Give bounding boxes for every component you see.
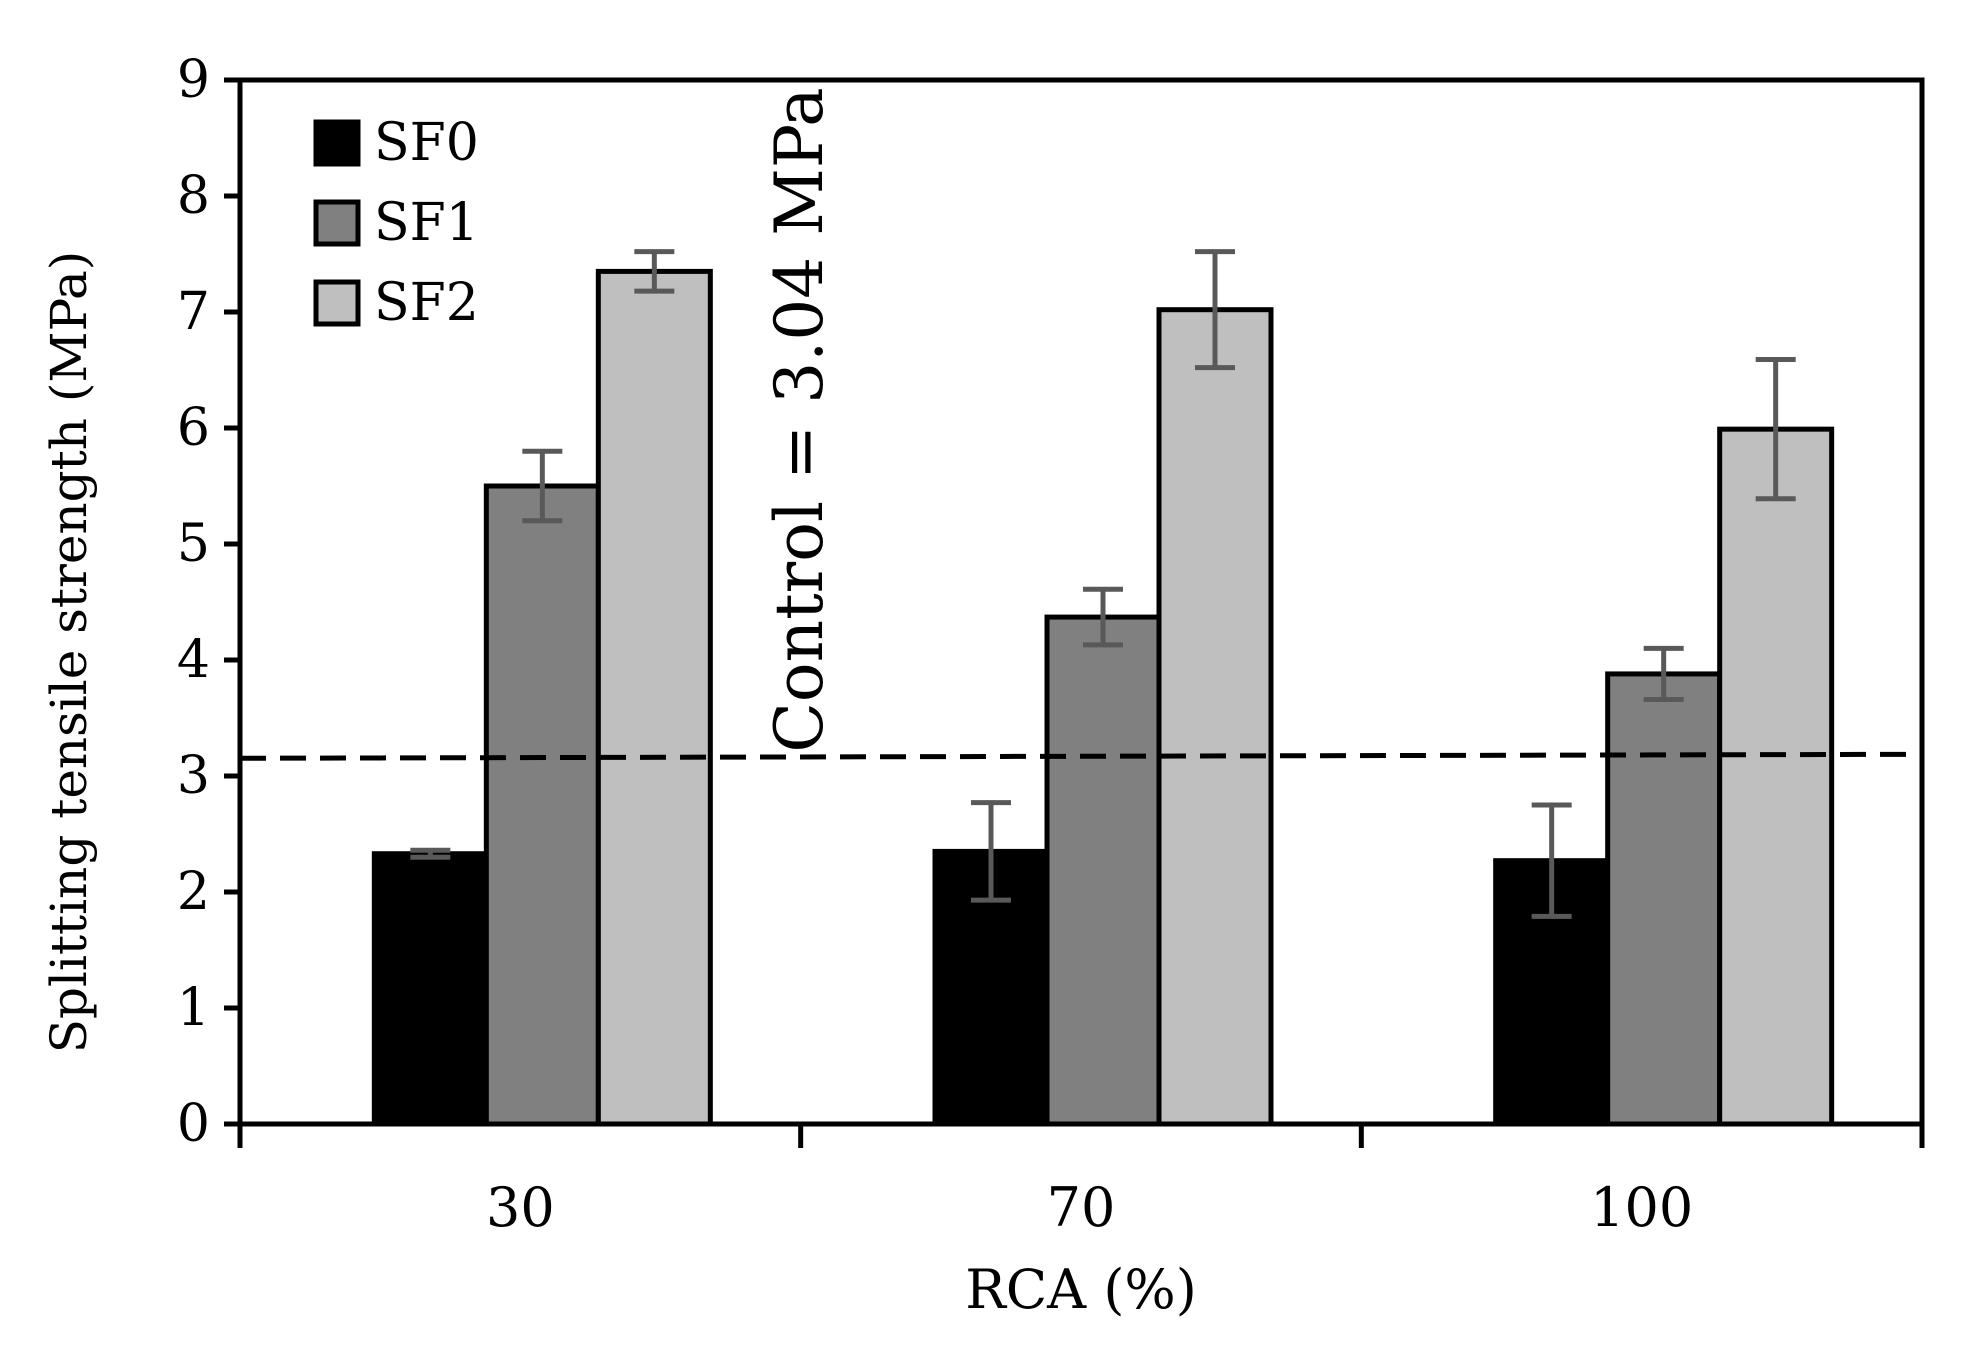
- y-tick-label: 2: [177, 862, 210, 922]
- legend-label-sf0: SF0: [374, 113, 479, 173]
- control-reference-line: [239, 751, 1923, 761]
- y-axis-label: Splitting tensile strength (MPa): [40, 251, 98, 1054]
- bars-layer: [371, 268, 1835, 1127]
- legend-label-sf1: SF1: [374, 193, 479, 253]
- x-tick-label-70: 70: [1047, 1176, 1116, 1239]
- legend-swatch-sf0: [313, 119, 361, 167]
- y-tick-label: 8: [177, 166, 210, 226]
- y-tick-label: 0: [177, 1094, 210, 1154]
- bar-sf0-30: [371, 851, 489, 1127]
- y-tick-label: 3: [177, 746, 210, 806]
- bar-sf2-70: [1156, 307, 1274, 1127]
- reference-line-layer: [239, 751, 1923, 761]
- bar-sf1-100: [1605, 671, 1723, 1127]
- y-tick-label: 9: [177, 50, 210, 110]
- x-axis-label: RCA (%): [965, 1258, 1197, 1321]
- x-tick-label-30: 30: [486, 1176, 555, 1239]
- legend-swatch-sf2: [313, 279, 361, 327]
- bar-sf1-30: [483, 483, 601, 1127]
- y-tick-label: 4: [177, 630, 210, 690]
- y-tick-label: 6: [177, 398, 210, 458]
- bar-sf2-30: [595, 268, 713, 1127]
- axes-layer: 0 1 2 3 4 5 6 7 8 9 30 70 100: [177, 50, 1925, 1239]
- legend-label-sf2: SF2: [374, 273, 479, 333]
- bar-sf2-100: [1717, 426, 1835, 1127]
- plot-frame: [237, 77, 1925, 1127]
- x-tick-label-100: 100: [1590, 1176, 1693, 1239]
- bar-sf1-70: [1044, 614, 1162, 1127]
- legend-swatch-sf1: [313, 199, 361, 247]
- y-tick-label: 7: [177, 282, 210, 342]
- y-tick-label: 1: [177, 978, 210, 1038]
- error-bars-layer: [410, 249, 1796, 919]
- legend: SF0 SF1 SF2: [313, 113, 479, 333]
- reference-line-label: Control = 3.04 MPa: [761, 87, 838, 752]
- y-tick-label: 5: [177, 514, 210, 574]
